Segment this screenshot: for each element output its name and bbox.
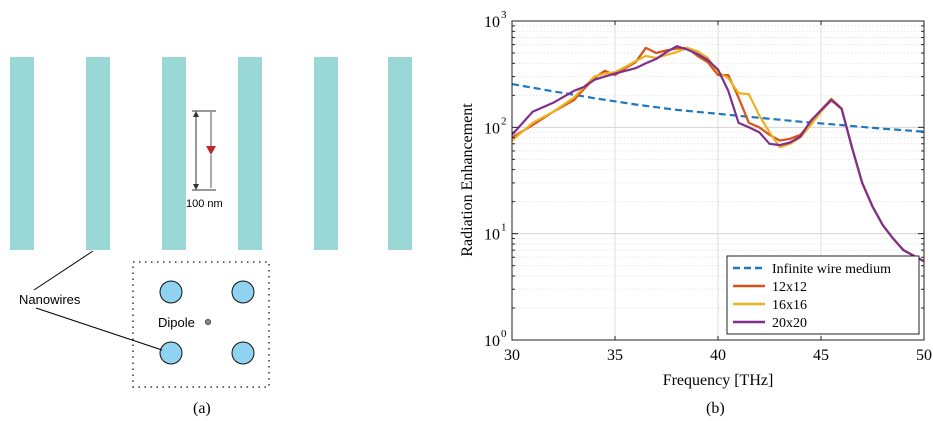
series-line: [511, 83, 925, 133]
scale-bar: 100 nm: [186, 110, 223, 210]
series-line: [511, 46, 925, 263]
nanowire-cross-section: [159, 280, 183, 304]
legend-label: 16x16: [772, 298, 807, 313]
panel-a-diagram: 100 nm Dipole Nanowires: [10, 57, 412, 388]
dipole-marker: [204, 318, 211, 325]
nanowires-label: Nanowires: [19, 292, 81, 307]
cross-section-box: [132, 261, 270, 388]
x-tick-label: 30: [504, 347, 520, 364]
legend-label: 12x12: [772, 280, 807, 295]
series-lines: [511, 45, 925, 263]
legend-label: Infinite wire medium: [772, 262, 891, 277]
callout-line: [33, 250, 94, 291]
nanowire: [314, 57, 338, 250]
panel-a-caption: (a): [193, 400, 211, 417]
y-tick-label: 10: [484, 227, 500, 244]
dipole-label: Dipole: [158, 315, 195, 330]
dipole-arrowhead: [206, 146, 216, 155]
legend: Infinite wire medium 12x12 16x16 20x20: [726, 255, 920, 335]
nanowire: [238, 57, 262, 250]
x-tick-label: 35: [607, 347, 623, 364]
nanowire-cross-section: [159, 341, 183, 365]
y-tick-label: 10: [484, 14, 500, 31]
plot-frame: [511, 20, 925, 341]
y-tick-label: 10: [484, 120, 500, 137]
y-tick-exponent: 1: [501, 222, 507, 234]
scale-label: 100 nm: [186, 198, 223, 210]
legend-label: 20x20: [772, 316, 807, 331]
x-tick-label: 40: [710, 347, 726, 364]
nanowire: [388, 57, 412, 250]
y-axis-label: Radiation Enhancement: [459, 103, 476, 257]
nanowire-cross-section: [231, 341, 255, 365]
nanowire: [162, 57, 186, 250]
x-tick-label: 45: [813, 347, 829, 364]
x-tick-label: 50: [916, 347, 932, 364]
y-tick-exponent: 0: [501, 328, 507, 340]
nanowire-cross-section: [231, 280, 255, 304]
nanowire-array: [10, 57, 412, 250]
callout-line: [35, 307, 163, 351]
legend-box: [726, 255, 920, 335]
nanowire: [86, 57, 110, 250]
series-line: [511, 45, 925, 263]
grid: [512, 21, 924, 340]
x-axis-label: Frequency [THz]: [663, 372, 774, 389]
y-tick-exponent: 2: [501, 115, 507, 127]
y-tick-exponent: 3: [501, 9, 507, 21]
panel-b-caption: (b): [706, 400, 725, 417]
dipole-arrow: [206, 112, 216, 188]
nanowire: [10, 57, 34, 250]
y-tick-label: 10: [484, 333, 500, 350]
series-line: [511, 46, 925, 263]
